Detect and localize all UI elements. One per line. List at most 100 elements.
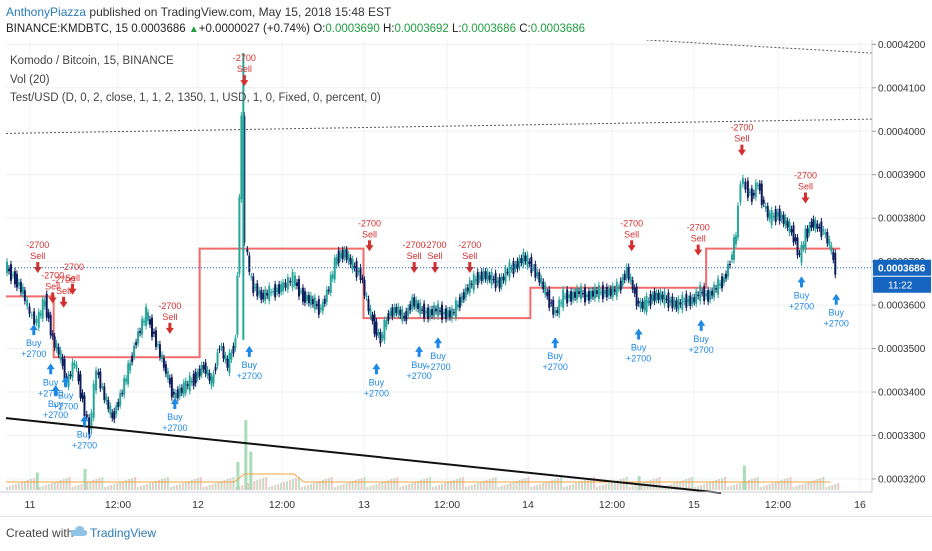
candle-body bbox=[475, 279, 477, 281]
volume-bar bbox=[790, 477, 792, 490]
volume-bar bbox=[80, 484, 82, 490]
candle-body bbox=[10, 264, 12, 281]
volume-bar bbox=[399, 487, 401, 490]
candle-body bbox=[284, 283, 286, 288]
candle-body bbox=[723, 277, 725, 283]
volume-bar bbox=[343, 484, 345, 490]
volume-bar bbox=[807, 482, 809, 490]
buy-amount-label: +2700 bbox=[789, 301, 814, 311]
high-value: 0.0003692 bbox=[394, 23, 448, 35]
time-tick-label: 12 bbox=[192, 499, 204, 511]
candle-body bbox=[387, 313, 389, 320]
candle-body bbox=[298, 279, 300, 296]
candle-body bbox=[371, 315, 373, 321]
candle-body bbox=[161, 355, 163, 359]
ohlc-line: BINANCE:KMDBTC, 15 0.0003686 ▲+0.0000027… bbox=[6, 23, 585, 35]
author-link[interactable]: AnthonyPiazza bbox=[6, 5, 86, 19]
volume-bar bbox=[471, 485, 473, 490]
candle-body bbox=[26, 300, 28, 307]
candle-body bbox=[318, 299, 320, 315]
volume-bar bbox=[557, 478, 559, 490]
candle-body bbox=[556, 310, 558, 313]
candle-body bbox=[632, 280, 634, 289]
candle-body bbox=[820, 221, 822, 236]
volume-bar bbox=[754, 478, 756, 490]
candle-body bbox=[638, 301, 640, 303]
volume-bar bbox=[819, 478, 821, 490]
candle-body bbox=[775, 209, 777, 222]
volume-spike-bar bbox=[638, 476, 641, 490]
candle-body bbox=[211, 376, 213, 386]
tradingview-cloud-icon[interactable] bbox=[70, 524, 88, 538]
candle-body bbox=[60, 350, 62, 360]
price-tick-label: 0.0003500 bbox=[878, 344, 926, 355]
legend-volume[interactable]: Vol (20) bbox=[10, 74, 50, 86]
candle-body bbox=[151, 318, 153, 337]
volume-bar bbox=[510, 483, 512, 490]
candle-body bbox=[687, 299, 689, 302]
candle-body bbox=[101, 386, 103, 387]
sell-arrow-stem bbox=[468, 262, 471, 268]
candle-body bbox=[149, 319, 151, 324]
candle-body bbox=[669, 300, 671, 302]
candle-body bbox=[328, 290, 330, 292]
volume-bar bbox=[545, 482, 547, 490]
buy-label: Buy bbox=[242, 360, 258, 370]
candle-body bbox=[296, 283, 298, 286]
volume-bar bbox=[533, 486, 535, 490]
buy-label: Buy bbox=[828, 308, 844, 318]
price-tick-label: 0.0003900 bbox=[878, 170, 926, 181]
volume-bar bbox=[179, 484, 181, 490]
tradingview-brand[interactable]: TradingView bbox=[90, 526, 156, 540]
candle-body bbox=[223, 346, 225, 358]
volume-bar bbox=[173, 486, 175, 490]
candle-body bbox=[751, 188, 753, 201]
volume-bar bbox=[86, 482, 88, 490]
volume-bar bbox=[632, 486, 634, 490]
candle-body bbox=[381, 335, 383, 338]
candle-body bbox=[221, 346, 223, 348]
sell-arrow-stem bbox=[413, 262, 416, 268]
candle-body bbox=[783, 215, 785, 224]
volume-bar bbox=[408, 484, 410, 490]
candle-body bbox=[270, 292, 272, 293]
candle-body bbox=[143, 321, 145, 323]
buy-label: Buy bbox=[430, 351, 446, 361]
candle-body bbox=[733, 237, 735, 260]
candle-body bbox=[644, 300, 646, 310]
buy-arrow-stem bbox=[49, 368, 52, 374]
volume-bar bbox=[367, 487, 369, 490]
buy-label: Buy bbox=[794, 290, 810, 300]
candle-body bbox=[578, 291, 580, 293]
volume-bar bbox=[605, 484, 607, 490]
candle-body bbox=[358, 271, 360, 272]
candle-body bbox=[373, 314, 375, 334]
candle-body bbox=[20, 282, 22, 292]
candle-body bbox=[659, 291, 661, 301]
candle-body bbox=[219, 349, 221, 350]
candle-body bbox=[417, 303, 419, 309]
candle-body bbox=[584, 287, 586, 302]
candle-body bbox=[677, 299, 679, 311]
sell-label: Sell bbox=[734, 134, 749, 144]
candle-body bbox=[499, 277, 501, 289]
candle-body bbox=[753, 193, 755, 196]
candle-body bbox=[12, 275, 14, 276]
price-chart[interactable]: -2700Sell-2700Sell-2700Sell-2700Sell-270… bbox=[0, 40, 932, 516]
candle-body bbox=[441, 305, 443, 320]
volume-bar bbox=[393, 478, 395, 490]
volume-bar bbox=[435, 486, 437, 490]
candle-body bbox=[383, 320, 385, 340]
legend-symbol[interactable]: Komodo / Bitcoin, 15, BINANCE bbox=[10, 55, 174, 67]
candle-body bbox=[203, 365, 205, 369]
volume-bar bbox=[295, 478, 297, 490]
sell-label: Sell bbox=[237, 64, 252, 74]
candle-body bbox=[187, 384, 189, 386]
position-level-line bbox=[6, 249, 840, 358]
candle-body bbox=[344, 249, 346, 257]
volume-bar bbox=[378, 483, 380, 490]
legend-strategy[interactable]: Test/USD (D, 0, 2, close, 1, 1, 2, 1350,… bbox=[10, 92, 381, 104]
candle-body bbox=[663, 292, 665, 305]
candle-body bbox=[213, 374, 215, 384]
candle-body bbox=[701, 292, 703, 293]
